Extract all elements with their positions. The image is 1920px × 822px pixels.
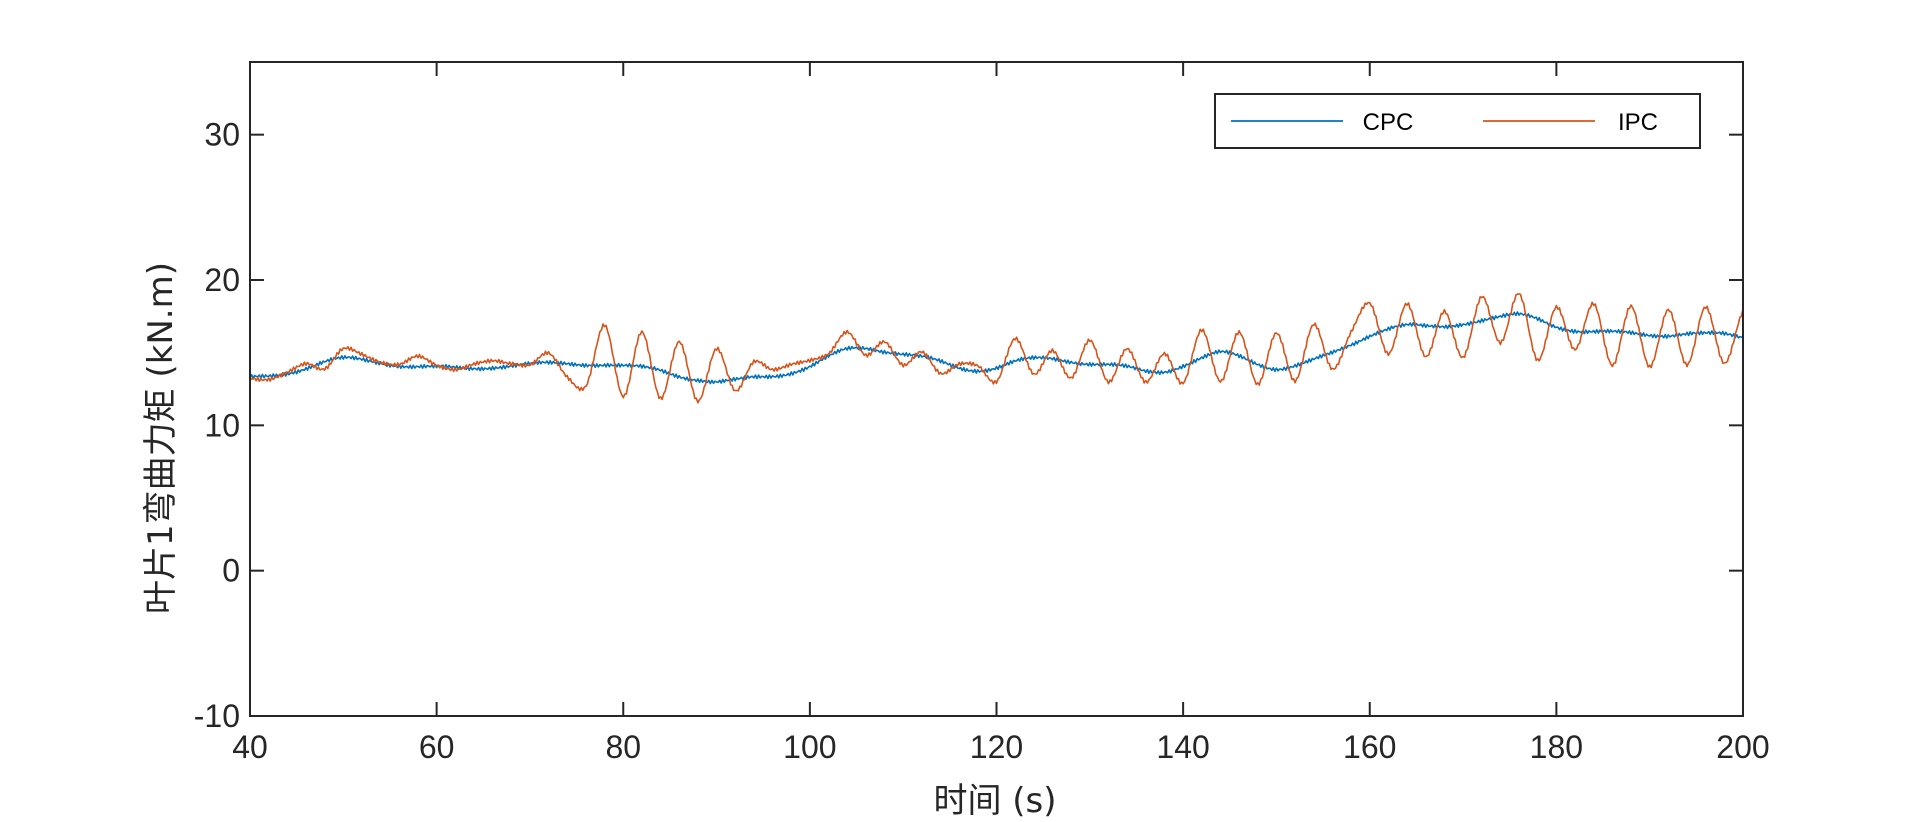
x-tick-label: 60 [419,729,455,765]
plot-area [250,62,1743,716]
series-line-cpc [249,311,1744,385]
x-tick-label: 120 [970,729,1023,765]
series-layer [249,293,1744,404]
x-tick-label: 100 [783,729,836,765]
legend-label-cpc: CPC [1363,109,1414,136]
legend: CPC IPC [1214,93,1701,149]
series-line-ipc [249,293,1744,404]
axes-layer: 40 60 80 100 120 140 160 180 200 -10 0 10 20 30 [194,61,1770,765]
x-tick-label: 200 [1716,729,1769,765]
x-tick-label: 80 [605,729,641,765]
x-axis-title: 时间 (s) [933,781,1056,821]
legend-label-ipc: IPC [1618,109,1658,136]
y-tick-label: -10 [194,698,240,734]
x-tick-label: 180 [1530,729,1583,765]
x-tick-label: 140 [1156,729,1209,765]
y-tick-label: 0 [222,553,240,589]
plot-background [250,62,1743,716]
y-tick-label: 10 [204,407,240,443]
y-tick-label: 30 [204,117,240,153]
x-tick-label: 40 [232,729,268,765]
y-axis-title: 叶片1弯曲力矩 (kN.m) [141,262,181,614]
x-tick-label: 160 [1343,729,1396,765]
y-tick-label: 20 [204,262,240,298]
